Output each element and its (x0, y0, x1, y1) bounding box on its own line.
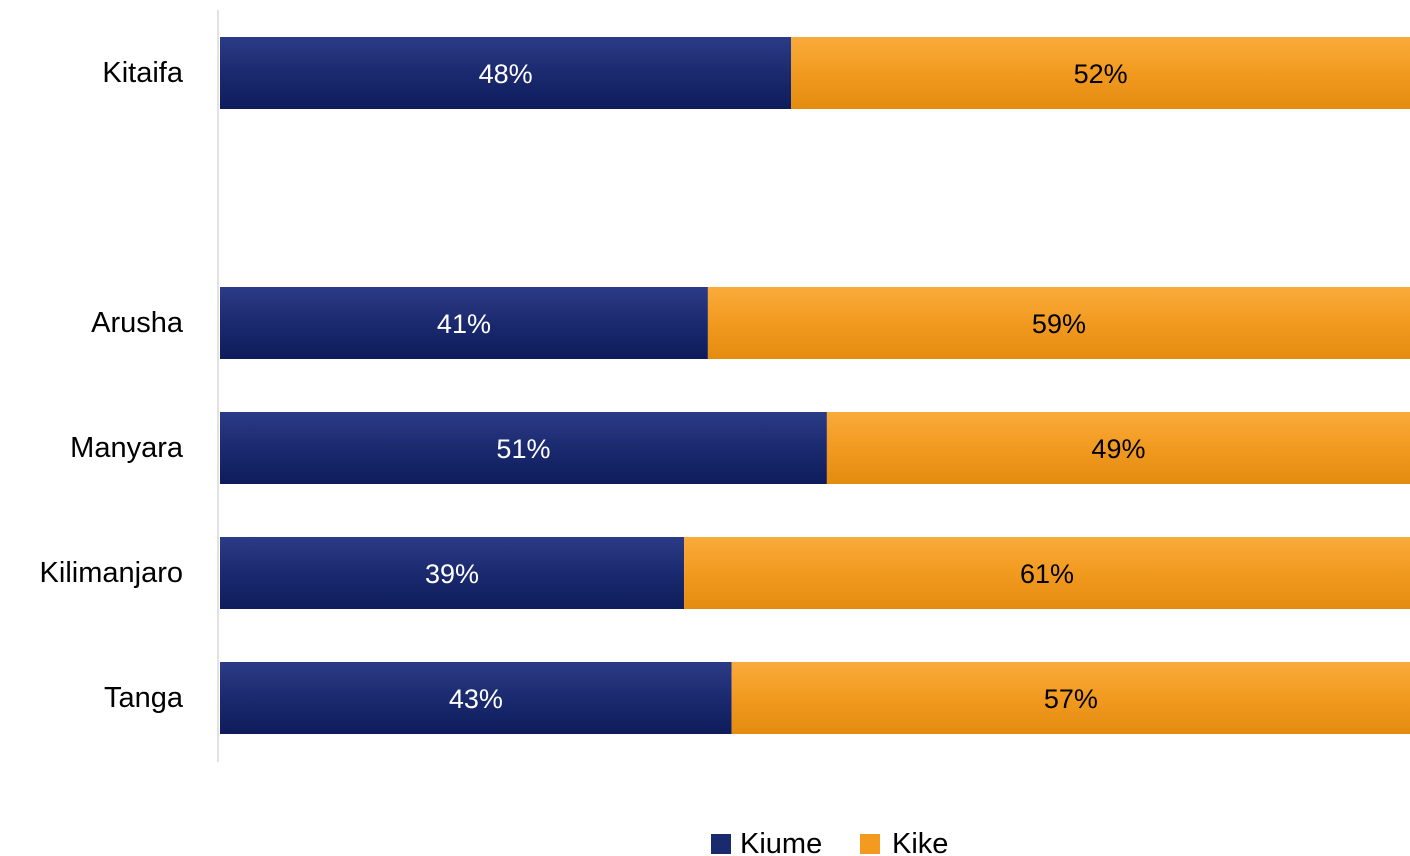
data-label: 39% (425, 559, 479, 589)
data-label: 49% (1091, 434, 1145, 464)
category-label: Manyara (70, 432, 184, 464)
category-label: Tanga (104, 682, 184, 714)
bar-segment-kiume (220, 287, 708, 359)
data-label: 48% (479, 59, 533, 89)
legend-swatch-kiume (711, 834, 731, 854)
data-label: 61% (1020, 559, 1074, 589)
legend-label-kiume: Kiume (740, 828, 822, 856)
bar-segment-kike (791, 37, 1410, 109)
bar-segment-kike (826, 412, 1410, 484)
data-label: 41% (437, 309, 491, 339)
category-label: Kilimanjaro (40, 557, 183, 589)
bar-segment-kiume (220, 537, 685, 609)
data-label: 59% (1032, 309, 1086, 339)
bar-segment-kike (684, 537, 1410, 609)
bars-layer: Kitaifa 48% 52% Arusha 41% 59% Manyara 51% 49% Ki… (40, 37, 1410, 734)
data-label: 52% (1074, 59, 1128, 89)
data-label: 57% (1044, 684, 1098, 714)
bar-segment-kike (731, 662, 1410, 734)
legend-label-kike: Kike (892, 828, 948, 856)
data-label: 51% (496, 434, 550, 464)
category-label: Arusha (91, 307, 184, 339)
bar-segment-kike (707, 287, 1410, 359)
legend-swatch-kike (860, 834, 880, 854)
bar-segment-kiume (220, 662, 732, 734)
bar-segment-kiume (220, 37, 792, 109)
bar-segment-kiume (220, 412, 827, 484)
category-label: Kitaifa (102, 57, 183, 89)
legend: Kiume Kike (711, 828, 948, 856)
data-label: 43% (449, 684, 503, 714)
